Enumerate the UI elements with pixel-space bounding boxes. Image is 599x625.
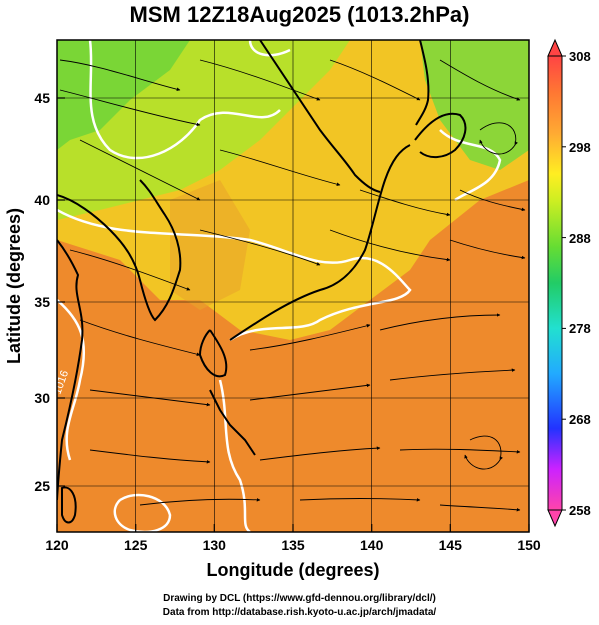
coastlines	[57, 40, 467, 524]
green-region-ne	[420, 40, 529, 170]
x-tick-label: 135	[281, 537, 305, 553]
x-tick-labels: 120 125 130 135 140 145 150	[45, 537, 541, 553]
hokkaido-coast	[414, 112, 467, 158]
credit-line-drawing: Drawing by DCL (https://www.gfd-dennou.o…	[163, 593, 436, 604]
x-tick-marks	[56, 524, 530, 532]
kyushu-coast	[198, 329, 228, 378]
honshu-coast	[229, 144, 411, 341]
x-tick-label: 140	[360, 537, 384, 553]
x-tick-label: 120	[45, 537, 69, 553]
grid-lines	[57, 40, 529, 532]
sakhalin-coast	[415, 40, 430, 126]
colorbar-labels: 308 298 288 278 268 258	[569, 49, 591, 518]
x-tick-label: 125	[124, 537, 148, 553]
y-tick-labels: 45 40 35 30 25	[34, 90, 50, 494]
ryukyu-chain	[209, 389, 256, 456]
temperature-field: 1016	[57, 40, 529, 532]
colorbar-min-triangle	[547, 509, 563, 528]
isobar-contours	[57, 40, 502, 532]
y-tick-label: 35	[34, 294, 50, 310]
y-tick-label: 45	[34, 90, 50, 106]
y-tick-marks	[57, 97, 65, 487]
x-axis-label: Longitude (degrees)	[206, 560, 379, 580]
land-warm	[170, 180, 250, 310]
y-tick-label: 30	[34, 390, 50, 406]
y-tick-label: 40	[34, 192, 50, 208]
china-coast	[57, 239, 84, 501]
x-tick-label: 145	[439, 537, 463, 553]
colorbar: 308 298 288 278 268 258	[547, 38, 591, 528]
colorbar-max-triangle	[547, 38, 563, 57]
page-title: MSM 12Z18Aug2025 (1013.2hPa)	[129, 2, 470, 27]
russia-coast	[259, 40, 381, 193]
korea-coast	[57, 179, 182, 322]
x-tick-label: 150	[517, 537, 541, 553]
colorbar-label: 298	[569, 140, 591, 155]
colorbar-label: 308	[569, 49, 591, 64]
wind-streamlines	[59, 59, 526, 512]
colorbar-label: 268	[569, 412, 591, 427]
colorbar-ticks	[562, 55, 566, 511]
taiwan-coast	[61, 486, 77, 524]
y-tick-label: 25	[34, 478, 50, 494]
colorbar-body	[547, 55, 563, 511]
colorbar-label: 278	[569, 321, 591, 336]
colorbar-label: 288	[569, 231, 591, 246]
credits: Drawing by DCL (https://www.gfd-dennou.o…	[0, 592, 599, 620]
credit-line-data: Data from http://database.rish.kyoto-u.a…	[162, 607, 437, 618]
x-tick-label: 130	[203, 537, 227, 553]
colorbar-label: 258	[569, 503, 591, 518]
y-axis-label: Latitude (degrees)	[4, 208, 24, 364]
